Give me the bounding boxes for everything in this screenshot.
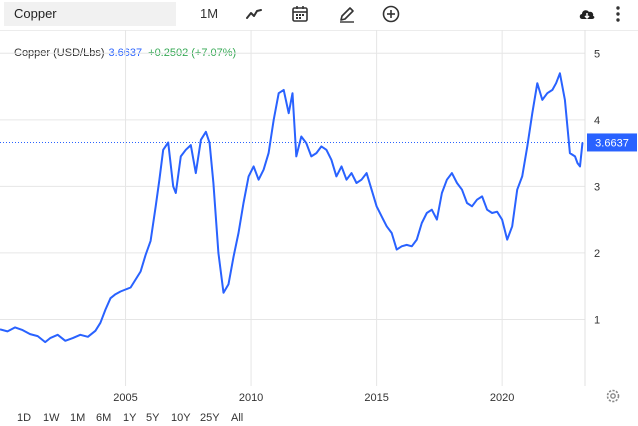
range-button-25y[interactable]: 25Y (200, 412, 220, 424)
range-button-1d[interactable]: 1D (17, 412, 32, 424)
last-value-label: 3.6637 (595, 137, 629, 149)
range-button-1y[interactable]: 1Y (123, 412, 137, 424)
range-selector: 1D 1W 1M 6M 1Y 5Y 10Y 25Y All (0, 410, 300, 426)
calendar-icon[interactable] (290, 4, 310, 24)
y-tick-label: 1 (594, 314, 600, 326)
range-button-1m[interactable]: 1M (70, 412, 86, 424)
x-tick-label: 2020 (490, 392, 514, 402)
more-vertical-icon[interactable] (608, 4, 628, 24)
y-tick-label: 2 (594, 248, 600, 260)
price-series-line (0, 72, 584, 344)
y-tick-label: 5 (594, 48, 600, 60)
x-tick-label: 2010 (239, 392, 263, 402)
y-tick-label: 3 (594, 181, 600, 193)
plus-circle-icon[interactable] (381, 4, 401, 24)
period-selector[interactable]: 1M (200, 6, 219, 21)
x-tick-label: 2005 (113, 392, 137, 402)
price-chart[interactable]: 1 2 3 4 5 2005 2010 2015 2020 3.6637 (0, 30, 638, 402)
line-chart-icon[interactable] (244, 4, 264, 24)
range-button-6m[interactable]: 6M (96, 412, 112, 424)
toolbar: Copper 1M (0, 0, 638, 31)
symbol-search-input[interactable]: Copper (4, 2, 176, 26)
settings-gear-icon[interactable] (605, 388, 621, 404)
cloud-download-icon[interactable] (577, 4, 597, 24)
last-value-badge (587, 133, 637, 152)
y-tick-label: 4 (594, 115, 600, 127)
range-button-all[interactable]: All (231, 412, 244, 424)
range-button-5y[interactable]: 5Y (146, 412, 160, 424)
x-tick-label: 2015 (364, 392, 388, 402)
range-button-10y[interactable]: 10Y (171, 412, 191, 424)
pencil-icon[interactable] (337, 4, 357, 24)
range-button-1w[interactable]: 1W (43, 412, 60, 424)
